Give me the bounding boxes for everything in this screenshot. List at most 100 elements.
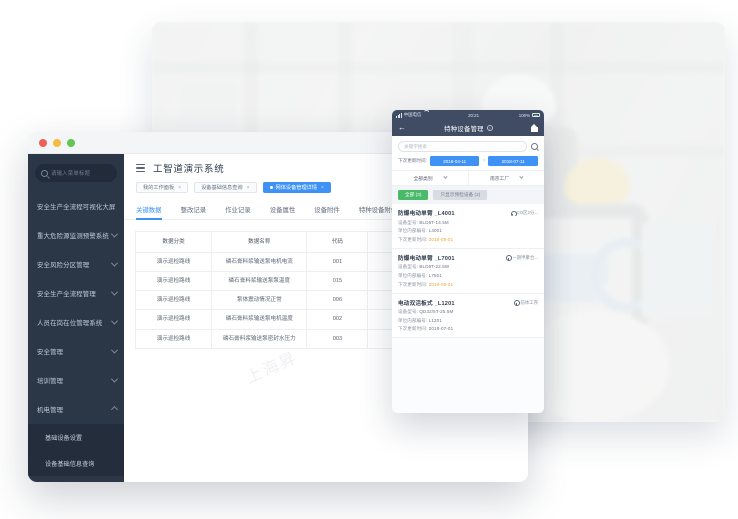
date-separator: ~ [482, 158, 486, 164]
sidebar-item-label: 安全生产全流程可视化大屏 [37, 204, 116, 211]
date-filter-label: 下次更新时间: [398, 158, 427, 163]
tag-my-workbench[interactable]: 我的工作面板 × [136, 182, 189, 193]
chip-inspection-only[interactable]: 只显示预检设备 (2) [433, 190, 488, 200]
tab-label: 整改记录 [180, 207, 207, 214]
location-pin-icon [514, 300, 521, 306]
cell-name: 磷石膏料浆输送泵密封水压力 [211, 328, 308, 349]
chevron-down-icon [110, 346, 119, 354]
sidebar-subitem-device-settings[interactable]: 基础设备设置 [28, 424, 124, 450]
sidebar-item-risk-zone[interactable]: 安全风险分区管理 [28, 250, 124, 279]
device-code-row: 单位内部编号: L7501 [398, 273, 538, 279]
phone-title-group: 特种设备管理 ? [444, 124, 493, 133]
col-code: 代码 [306, 230, 369, 254]
close-icon[interactable]: × [178, 184, 182, 191]
sidebar-item-label: 安全生产全流程管理 [37, 291, 96, 298]
device-model-row: 设备型号: BLD5T-14.5M [398, 220, 538, 226]
device-name: 防爆电动单臂 _L4001 [398, 211, 455, 217]
sidebar-search-input[interactable]: 请输入菜单标题 [35, 164, 117, 182]
select-category[interactable]: 全部类别 [392, 171, 468, 185]
sidebar-item-label: 安全风险分区管理 [37, 262, 90, 269]
chevron-down-icon [110, 259, 119, 267]
wifi-icon [423, 113, 428, 117]
device-location-label: CO区2分... [516, 210, 538, 215]
cell-name: 磷石膏料浆输送泵泵温度 [211, 271, 308, 292]
device-name: 电动双活板式 _L1201 [398, 300, 455, 307]
active-dot-icon [269, 186, 273, 189]
phone-search-row: 关键字搜索 [392, 136, 544, 155]
list-item[interactable]: 电动双活板式 _L1201 前体工序 设备型号: QD32/5T-25.5M 单… [392, 294, 544, 339]
device-next-value: 2018-07-01 [428, 326, 454, 332]
tab-label: 设备附件 [314, 207, 340, 214]
sidebar-item-training[interactable]: 培训管理 [28, 366, 124, 395]
cell-code: 015 [306, 271, 369, 292]
close-icon[interactable]: × [246, 184, 250, 191]
select-factory[interactable]: 南京工厂 [467, 171, 545, 185]
chip-all[interactable]: 全部 (3) [398, 190, 429, 200]
sidebar-subitem-device-query[interactable]: 设备基础信息查询 [28, 450, 124, 476]
close-icon[interactable]: × [321, 184, 324, 191]
device-location-label: 前体工序 [520, 299, 538, 305]
location-pin-icon [506, 255, 513, 261]
sidebar-item-personnel[interactable]: 人员在岗在位管理系统 [28, 308, 124, 337]
tab-key-data[interactable]: 关键数据 [136, 205, 162, 220]
tab-operation-records[interactable]: 作业记录 [225, 205, 251, 219]
question-mark-icon[interactable]: ? [486, 125, 493, 131]
list-item[interactable]: 防爆电动单臂 _L7001 一期甲聚合... 设备型号: BLD5T-22.5W… [392, 249, 544, 294]
device-location-label: 一期甲聚合... [512, 254, 538, 260]
status-time: 20:21 [468, 112, 480, 118]
list-item[interactable]: 防爆电动单臂 _L4001 CO区2分... 设备型号: BLD5T-14.5M… [392, 204, 544, 249]
page-title: 工智道演示系统 [153, 164, 225, 175]
chevron-down-icon [442, 174, 448, 180]
date-start-button[interactable]: 2018-04-11 [429, 156, 480, 166]
phone-search-placeholder: 关键字搜索 [404, 143, 427, 149]
list-item-header: 防爆电动单臂 _L4001 CO区2分... [398, 209, 538, 217]
device-code-value: L4001 [428, 228, 442, 234]
back-arrow-icon[interactable]: ← [398, 123, 406, 132]
close-window-button[interactable] [39, 138, 47, 147]
list-item-header: 电动双活板式 _L1201 前体工序 [398, 299, 538, 307]
device-code-row: 单位内部编号: L4001 [398, 228, 538, 234]
tag-label: 我的工作面板 [143, 185, 175, 191]
device-next-value: 2018-05-01 [428, 236, 454, 242]
sidebar-item-label: 培训管理 [37, 378, 64, 385]
chevron-down-icon [110, 375, 119, 383]
device-location: 一期甲聚合... [506, 255, 538, 261]
battery-percent: 100% [518, 112, 530, 118]
cell-code: 003 [306, 328, 369, 349]
tag-device-query[interactable]: 设备基础信息查询 × [194, 182, 257, 193]
tab-rectification-records[interactable]: 整改记录 [181, 205, 207, 219]
tab-device-attachments[interactable]: 设备附件 [314, 205, 340, 219]
location-pin-icon [510, 210, 517, 216]
search-icon[interactable] [531, 143, 538, 150]
hamburger-icon[interactable] [136, 163, 145, 173]
date-end-button[interactable]: 2018-07-11 [488, 156, 539, 166]
phone-navbar: ← 特种设备管理 ? [392, 120, 544, 136]
sidebar-item-dashboard[interactable]: 安全生产全流程可视化大屏 [28, 192, 124, 221]
chevron-down-icon [519, 174, 524, 180]
maximize-window-button[interactable] [67, 138, 75, 147]
status-left: 中国电信 [396, 112, 428, 118]
device-name: 防爆电动单臂 _L7001 [398, 255, 455, 262]
device-location: 前体工序 [514, 300, 538, 306]
sidebar-item-smart-inspection[interactable]: 智能巡检 [28, 476, 124, 482]
device-model-value: QD32/5T-25.5M [419, 309, 454, 315]
cell-code: 006 [306, 290, 369, 311]
phone-search-input[interactable]: 关键字搜索 [398, 141, 527, 152]
sidebar-item-process-mgmt[interactable]: 安全生产全流程管理 [28, 279, 124, 308]
sidebar-item-electromechanical[interactable]: 机电管理 [28, 395, 124, 424]
sidebar: 请输入菜单标题 安全生产全流程可视化大屏 重大危险源监测预警系统 安全风险分区管… [28, 154, 124, 482]
device-next-update-row: 下次更新时间: 2018-05-01 [398, 282, 538, 288]
tag-device-detail[interactable]: 网体设备管理详情 × [262, 182, 331, 193]
select-factory-label: 南京工厂 [489, 176, 510, 182]
device-next-label: 下次更新时间: [398, 326, 428, 332]
cell-code: 002 [306, 309, 369, 330]
device-next-value: 2018-05-01 [428, 281, 454, 287]
sidebar-item-hazard-monitor[interactable]: 重大危险源监测预警系统 [28, 221, 124, 250]
cell-category: 演示巡检路线 [134, 271, 213, 292]
tab-special-device-attachments[interactable]: 特种设备附件 [359, 205, 397, 219]
tab-device-attributes[interactable]: 设备属性 [270, 205, 296, 219]
minimize-window-button[interactable] [53, 138, 61, 147]
sidebar-item-safety[interactable]: 安全管理 [28, 337, 124, 366]
cell-name: 磷石膏料浆输送泵电机温度 [211, 309, 308, 330]
home-icon[interactable] [531, 124, 538, 132]
